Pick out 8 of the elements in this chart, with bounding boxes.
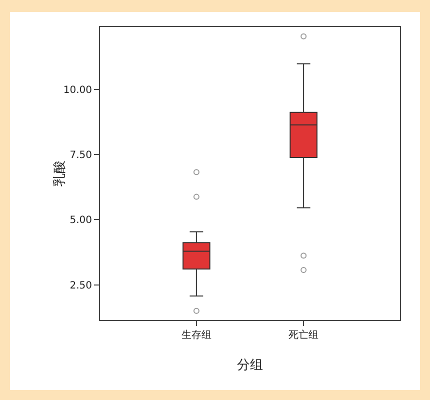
y-tick-label: 2.50 <box>70 280 92 292</box>
x-tick-label: 死亡组 <box>288 329 319 341</box>
x-axis-title: 分组 <box>237 358 263 373</box>
y-tick-label: 7.50 <box>70 150 92 162</box>
x-tick-label: 生存组 <box>181 329 212 341</box>
y-tick-label: 10.00 <box>63 85 92 96</box>
y-axis-title: 乳酸 <box>52 160 68 186</box>
y-tick-label: 5.00 <box>70 215 92 226</box>
